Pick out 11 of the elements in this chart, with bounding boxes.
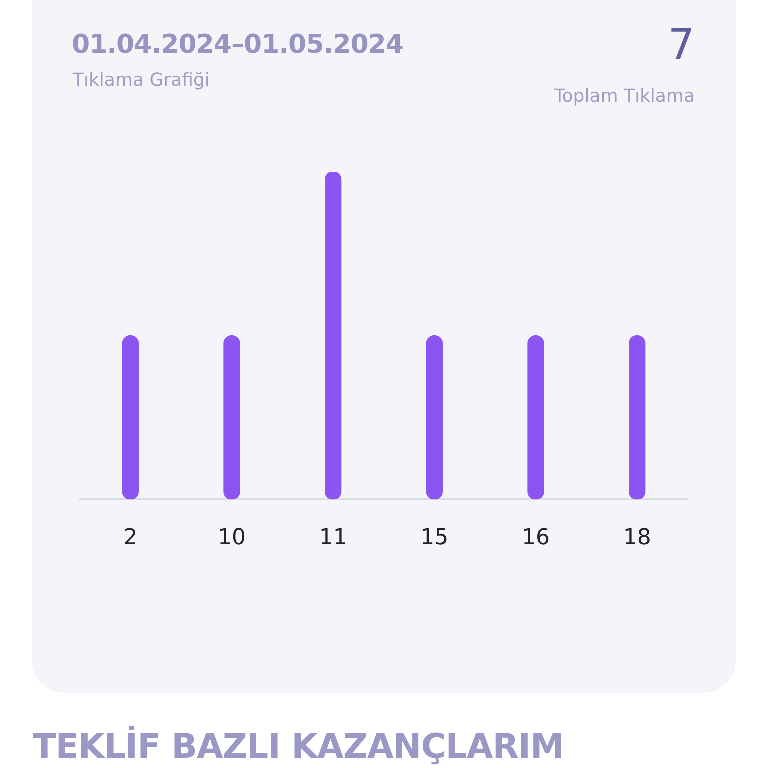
x-tick-label: 15 <box>420 526 449 551</box>
chart-title: 01.04.2024–01.05.2024 <box>72 30 404 60</box>
text: Toplam Tıklama <box>554 86 695 107</box>
text: TEKLİF BAZLI KAZANÇLARIM <box>33 727 564 767</box>
x-tick-label: 11 <box>319 526 348 551</box>
x-tick-label: 2 <box>124 526 138 551</box>
chart-subtitle: Tıklama Grafiği <box>73 70 210 91</box>
x-tick-label: 16 <box>522 526 550 551</box>
x-tick-label: 18 <box>623 526 652 551</box>
text: 7 <box>668 20 695 69</box>
x-tick-label: 10 <box>218 526 246 551</box>
